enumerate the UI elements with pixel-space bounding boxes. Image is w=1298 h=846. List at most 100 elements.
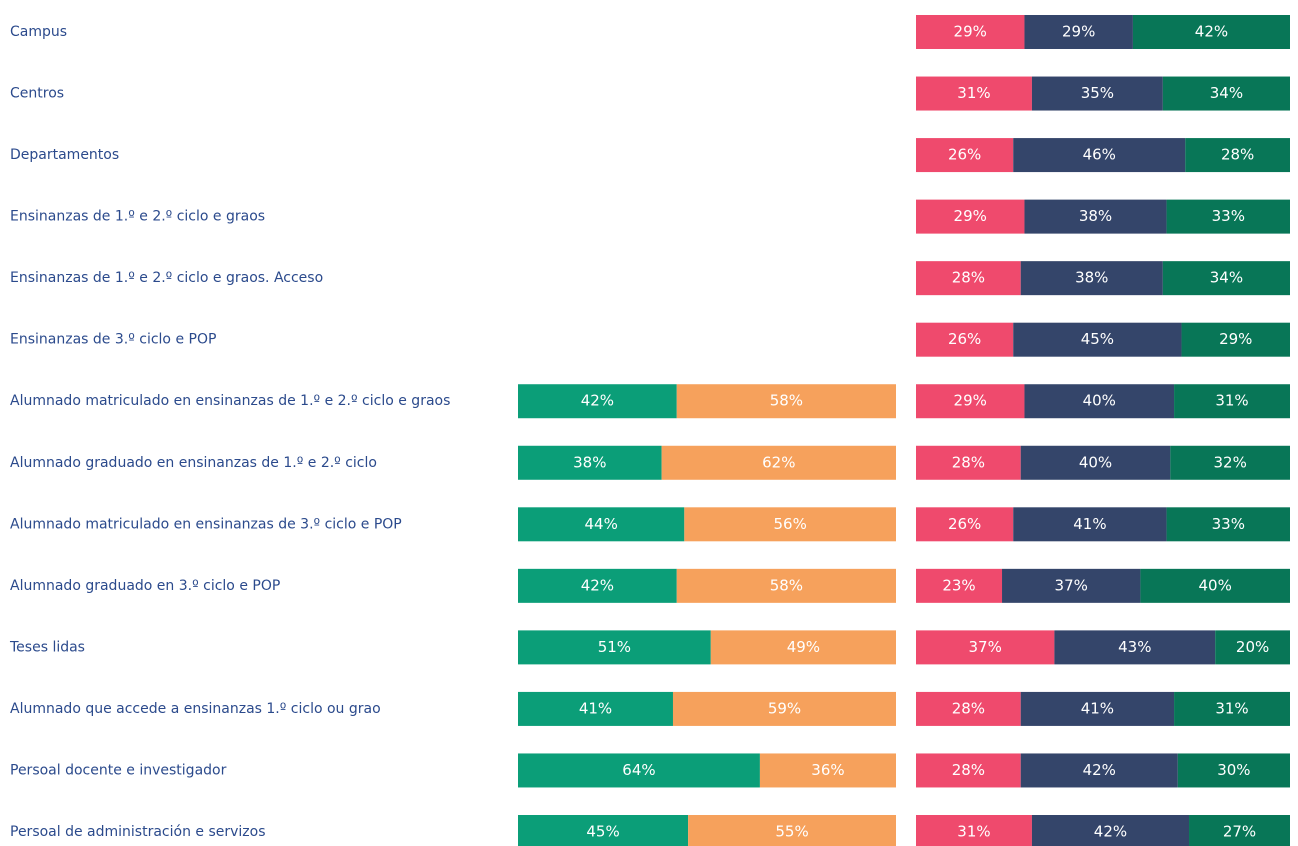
bar-segment <box>1174 691 1290 726</box>
bar-segment <box>1170 445 1290 480</box>
value-label: 49% <box>787 638 820 656</box>
bar-segment <box>1013 138 1186 173</box>
bar-segment <box>1024 384 1175 419</box>
row-label: Departamentos <box>10 147 119 163</box>
value-label: 27% <box>1223 823 1256 841</box>
row-label: Ensinanzas de 3.º ciclo e POP <box>10 332 216 348</box>
value-label: 20% <box>1236 638 1269 656</box>
value-label: 34% <box>1210 84 1243 102</box>
bar-segment <box>916 199 1025 234</box>
value-label: 31% <box>1215 392 1248 410</box>
value-label: 45% <box>1081 330 1114 348</box>
value-label: 33% <box>1212 515 1245 533</box>
bar-segment <box>916 445 1021 480</box>
row-label: Alumnado que accede a ensinanzas 1.º cic… <box>10 701 381 717</box>
bar-segment <box>661 445 896 480</box>
value-label: 41% <box>579 699 612 717</box>
row-label: Alumnado matriculado en ensinanzas de 3.… <box>10 516 402 532</box>
bar-segment <box>1185 138 1290 173</box>
bar-segment <box>672 691 896 726</box>
value-label: 29% <box>954 23 987 41</box>
row-label: Persoal de administración e servizos <box>10 824 266 840</box>
value-label: 64% <box>622 761 655 779</box>
bar-segment <box>1140 568 1290 603</box>
bar-segment <box>1002 568 1141 603</box>
bar-segment <box>1020 445 1171 480</box>
value-label: 40% <box>1083 392 1116 410</box>
value-label: 31% <box>957 84 990 102</box>
bar-segment <box>518 445 662 480</box>
value-label: 51% <box>598 638 631 656</box>
bar-segment <box>688 815 896 846</box>
value-label: 31% <box>1215 699 1248 717</box>
value-label: 40% <box>1079 453 1112 471</box>
bar-segment <box>1031 76 1163 111</box>
value-label: 42% <box>581 392 614 410</box>
value-label: 40% <box>1199 576 1232 594</box>
bar-segment <box>518 815 689 846</box>
value-label: 59% <box>768 699 801 717</box>
bar-segment <box>518 384 677 419</box>
bar-segment <box>1215 630 1290 665</box>
row-label: Teses lidas <box>9 639 85 655</box>
bar-segment <box>518 691 673 726</box>
value-label: 28% <box>952 761 985 779</box>
value-label: 28% <box>952 699 985 717</box>
bar-segment <box>518 507 685 542</box>
bar-segment <box>1189 815 1290 846</box>
value-label: 42% <box>1195 23 1228 41</box>
bar-segment <box>916 630 1055 665</box>
value-label: 28% <box>952 453 985 471</box>
bar-segment <box>916 138 1014 173</box>
value-label: 58% <box>770 392 803 410</box>
value-label: 35% <box>1081 84 1114 102</box>
value-label: 62% <box>762 453 795 471</box>
value-label: 26% <box>948 330 981 348</box>
bar-segment <box>1174 384 1290 419</box>
bar-segment <box>1162 261 1290 296</box>
bar-segment <box>518 568 677 603</box>
bar-segment <box>1054 630 1216 665</box>
value-label: 43% <box>1118 638 1151 656</box>
row-label: Campus <box>10 24 67 40</box>
value-label: 41% <box>1081 699 1114 717</box>
bar-segment <box>1132 15 1290 49</box>
row-label: Alumnado matriculado en ensinanzas de 1.… <box>10 393 450 409</box>
bar-segment <box>916 15 1025 49</box>
bar-segment <box>916 568 1003 603</box>
bar-segment <box>916 691 1021 726</box>
bar-segment <box>916 76 1032 111</box>
value-label: 38% <box>1079 207 1112 225</box>
value-label: 41% <box>1073 515 1106 533</box>
value-label: 26% <box>948 515 981 533</box>
row-label: Ensinanzas de 1.º e 2.º ciclo e graos. A… <box>10 270 323 286</box>
bar-segment <box>1020 261 1163 296</box>
bar-segment <box>1020 753 1178 788</box>
value-label: 44% <box>584 515 617 533</box>
value-label: 38% <box>1075 269 1108 287</box>
bar-segment <box>1177 753 1290 788</box>
bar-segment <box>1013 322 1182 357</box>
bar-segment <box>916 507 1014 542</box>
value-label: 37% <box>969 638 1002 656</box>
value-label: 29% <box>1062 23 1095 41</box>
value-label: 33% <box>1212 207 1245 225</box>
value-label: 29% <box>1219 330 1252 348</box>
bar-segment <box>518 753 760 788</box>
bar-segment <box>710 630 896 665</box>
bar-segment <box>916 261 1021 296</box>
value-label: 42% <box>1094 823 1127 841</box>
bar-segment <box>518 630 711 665</box>
bar-segment <box>1013 507 1167 542</box>
value-label: 29% <box>954 207 987 225</box>
value-label: 23% <box>942 576 975 594</box>
value-label: 29% <box>954 392 987 410</box>
bar-segment <box>1024 199 1167 234</box>
value-label: 28% <box>1221 146 1254 164</box>
bar-segment <box>1020 691 1175 726</box>
bar-segment <box>1031 815 1190 846</box>
value-label: 46% <box>1083 146 1116 164</box>
bar-segment <box>1024 15 1133 49</box>
value-label: 32% <box>1213 453 1246 471</box>
